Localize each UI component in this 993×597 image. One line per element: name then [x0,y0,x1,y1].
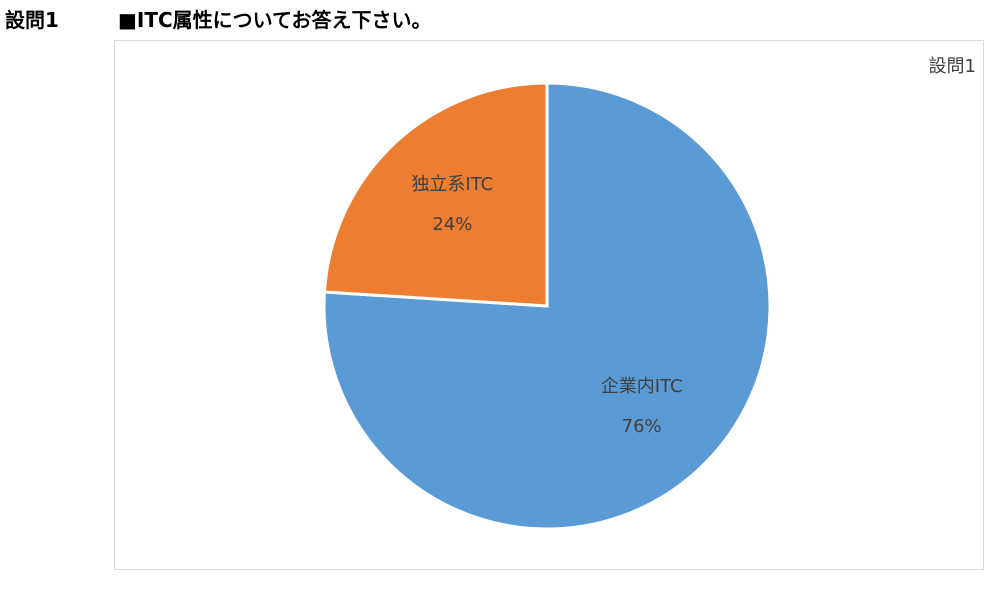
slice-value-label: 24% [432,214,472,235]
pie-slice [322,81,772,531]
pie-slice [322,81,549,308]
question: ■ITC属性についてお答え下さい。 [118,8,432,32]
heading: 設問1 [5,8,59,32]
slice-label: 企業内ITC [601,376,683,397]
slice-label: 独立系ITC [411,174,493,195]
slice-value-label: 76% [622,416,662,437]
chart-title: 設問1 [929,56,976,77]
